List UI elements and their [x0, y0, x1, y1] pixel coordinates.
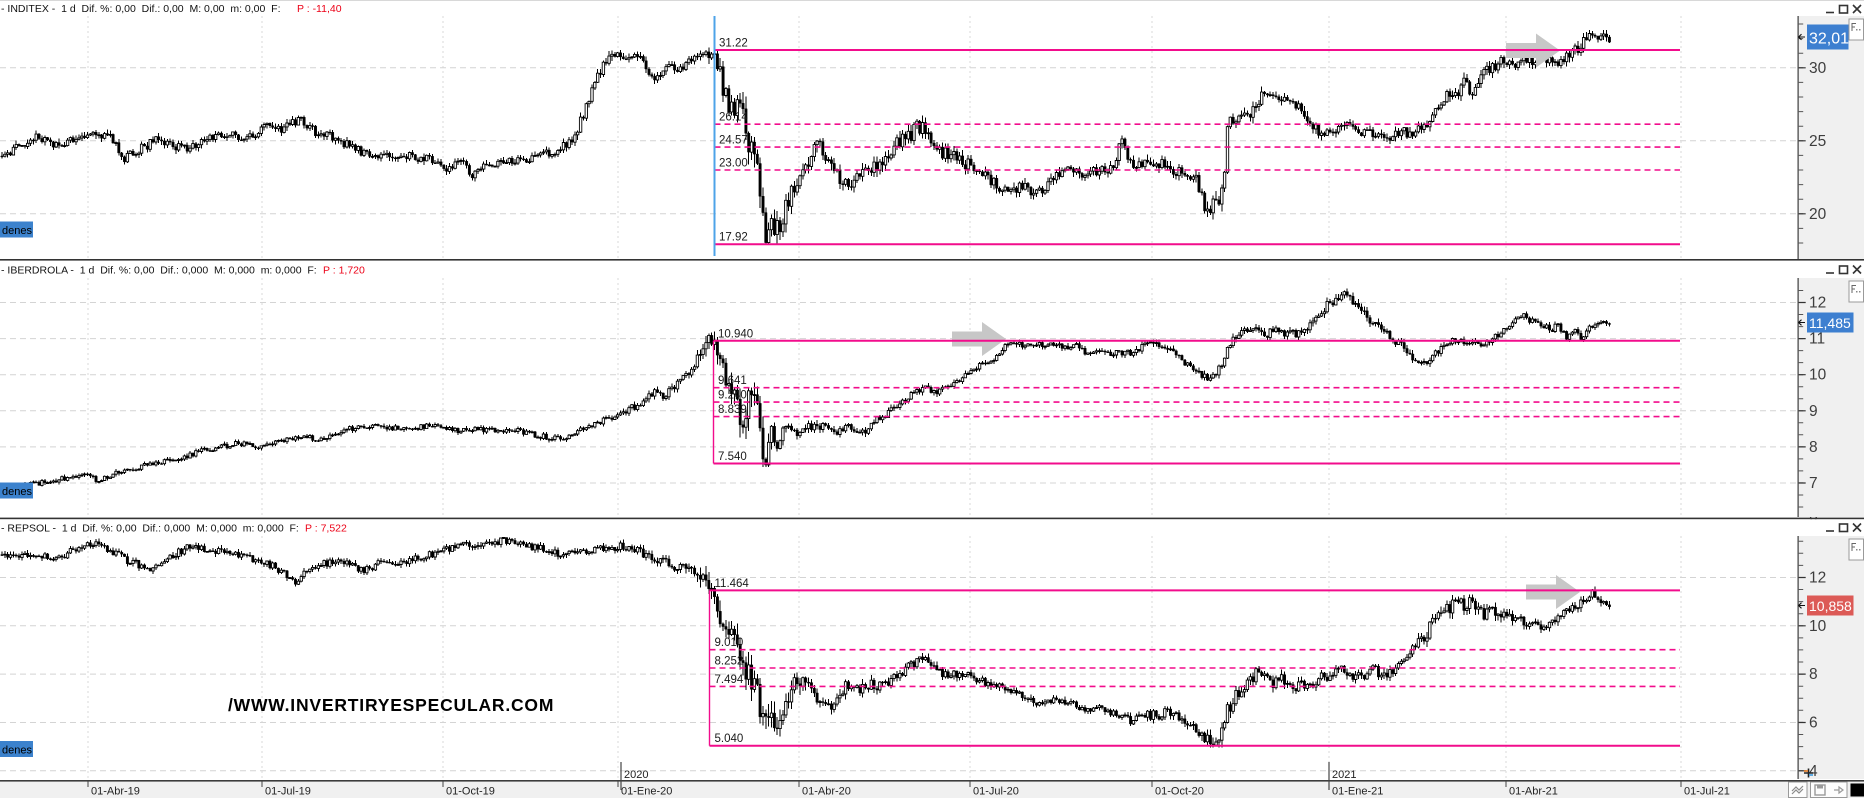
- svg-text:24.57: 24.57: [719, 135, 748, 147]
- svg-text:6: 6: [1809, 715, 1818, 732]
- svg-text:- INDITEX - 1 d Dif. %: 0,00: - INDITEX - 1 d Dif. %: 0,00 Dif.: 0,00 …: [1, 3, 281, 15]
- svg-text:25: 25: [1809, 133, 1826, 150]
- svg-text:01-Jul-21: 01-Jul-21: [1684, 786, 1730, 798]
- svg-text:01-Jul-19: 01-Jul-19: [265, 786, 311, 798]
- svg-text:7.494: 7.494: [715, 674, 744, 686]
- svg-text:denes: denes: [2, 745, 32, 757]
- svg-text:10.940: 10.940: [718, 328, 753, 340]
- svg-text:01-Abr-21: 01-Abr-21: [1509, 786, 1558, 798]
- svg-text:7.540: 7.540: [718, 451, 747, 463]
- svg-text:23.00: 23.00: [719, 158, 748, 170]
- svg-text:- REPSOL - 1 d Dif. %: 0,00: - REPSOL - 1 d Dif. %: 0,00 Dif.: 0,000 …: [1, 523, 299, 535]
- svg-text:01-Oct-19: 01-Oct-19: [446, 786, 495, 798]
- svg-text:10,858: 10,858: [1809, 598, 1852, 614]
- svg-text:10: 10: [1809, 367, 1827, 384]
- svg-text:- IBERDROLA - 1 d Dif. %: 0,: - IBERDROLA - 1 d Dif. %: 0,00 Dif.: 0,0…: [1, 265, 317, 277]
- svg-text:01-Ene-20: 01-Ene-20: [621, 786, 672, 798]
- svg-text:8: 8: [1809, 439, 1818, 456]
- svg-text:01-Oct-20: 01-Oct-20: [1155, 786, 1204, 798]
- svg-text:11: 11: [1809, 331, 1825, 348]
- svg-text:12: 12: [1809, 295, 1826, 312]
- svg-text:8.839: 8.839: [718, 404, 747, 416]
- svg-text:denes: denes: [2, 486, 32, 498]
- svg-text:9.010: 9.010: [715, 637, 744, 649]
- svg-text:11,485: 11,485: [1809, 315, 1851, 331]
- svg-text:9: 9: [1809, 403, 1818, 420]
- svg-text:11.464: 11.464: [715, 578, 750, 590]
- svg-text:2020: 2020: [624, 769, 648, 781]
- svg-text:8: 8: [1809, 666, 1818, 683]
- svg-text:26.14: 26.14: [719, 112, 748, 124]
- svg-text:8.252: 8.252: [715, 656, 744, 668]
- svg-text:01-Abr-20: 01-Abr-20: [802, 786, 851, 798]
- svg-text:31.22: 31.22: [719, 38, 748, 50]
- svg-text:9.240: 9.240: [718, 390, 747, 402]
- svg-text:7: 7: [1809, 475, 1818, 492]
- svg-text:01-Ene-21: 01-Ene-21: [1332, 786, 1383, 798]
- svg-text:denes: denes: [2, 225, 32, 237]
- svg-text:32,01: 32,01: [1809, 30, 1849, 47]
- svg-text:4: 4: [1809, 763, 1818, 780]
- svg-text:5.040: 5.040: [715, 733, 744, 745]
- svg-text:2021: 2021: [1332, 769, 1356, 781]
- svg-text:30: 30: [1809, 60, 1827, 77]
- svg-text:P : -11,40: P : -11,40: [297, 3, 342, 15]
- svg-text:01-Jul-20: 01-Jul-20: [973, 786, 1019, 798]
- svg-text:12: 12: [1809, 570, 1826, 587]
- svg-text:17.92: 17.92: [719, 232, 748, 244]
- svg-text:20: 20: [1809, 206, 1827, 223]
- svg-text:10: 10: [1809, 618, 1827, 635]
- svg-text:01-Abr-19: 01-Abr-19: [91, 786, 140, 798]
- svg-text:9.641: 9.641: [718, 375, 747, 387]
- svg-text:/WWW.INVERTIRYESPECULAR.COM: /WWW.INVERTIRYESPECULAR.COM: [228, 695, 554, 715]
- svg-text:P : 7,522: P : 7,522: [305, 523, 347, 535]
- svg-text:P : 1,720: P : 1,720: [323, 265, 365, 277]
